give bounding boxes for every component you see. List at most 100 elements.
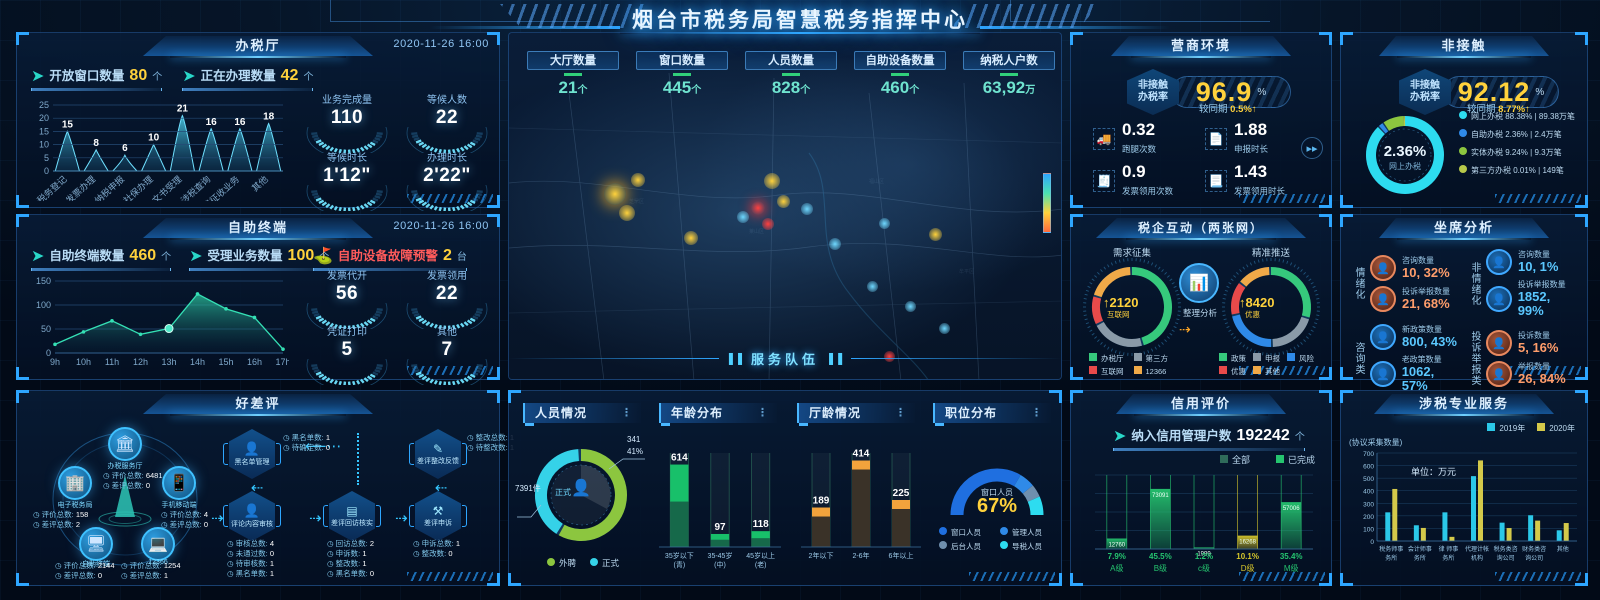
map-stat-halls[interactable]: 大厅数量 21个 bbox=[527, 51, 619, 98]
svg-text:11h: 11h bbox=[105, 357, 119, 367]
flow-node-appeal[interactable]: ⚒ 差评申诉 bbox=[409, 491, 467, 541]
map-marker-hall[interactable] bbox=[764, 173, 780, 189]
card-title-tenure[interactable]: 厅龄情况 ⋮ bbox=[797, 403, 915, 426]
svg-text:18: 18 bbox=[263, 111, 275, 122]
flow-dotted-line bbox=[357, 433, 359, 485]
precise-push-donut bbox=[1222, 258, 1320, 356]
map-marker-terminal[interactable] bbox=[829, 238, 841, 250]
map-marker-terminal[interactable] bbox=[867, 281, 878, 292]
channel-label-ebureau: 电子税务局 bbox=[57, 502, 93, 509]
kpi-value: 80 bbox=[129, 67, 148, 84]
svg-text:莱山区: 莱山区 bbox=[749, 228, 764, 235]
channel-label-mobile: 手机移动端 bbox=[161, 502, 197, 509]
panel-title-contactless: 非接触 bbox=[1379, 36, 1549, 56]
svg-text:700: 700 bbox=[1363, 451, 1374, 458]
svg-text:0: 0 bbox=[44, 166, 49, 176]
card-title-age[interactable]: 年龄分布 ⋮ bbox=[659, 403, 777, 426]
svg-text:100: 100 bbox=[36, 300, 51, 310]
panel-title-review: 好差评 bbox=[143, 394, 373, 414]
map-marker-hall[interactable] bbox=[604, 183, 626, 205]
seat-row: 👤 举报数量 26, 84% bbox=[1486, 361, 1566, 387]
flow-stats-rectify: ◷ 整改总数: 1 ◷ 待整改数: 1 bbox=[467, 433, 514, 452]
panel-contactless: 非接触 非接触 办税率 92.12 % 较同期 8.77%↑ 2.36% 网上办税… bbox=[1340, 32, 1588, 208]
contactless-compare: 较同期 8.77%↑ bbox=[1467, 104, 1530, 115]
channel-stats-12366: ◷ 评价总数: 1254 ◷ 差评总数: 1 bbox=[121, 561, 181, 580]
map-marker-hall[interactable] bbox=[929, 228, 942, 241]
personnel-legend: 外聘 正式 bbox=[547, 557, 619, 569]
map-marker-terminal[interactable] bbox=[879, 218, 890, 229]
svg-text:414: 414 bbox=[853, 449, 870, 460]
map-marker-hall[interactable] bbox=[631, 173, 645, 187]
gavel-icon: ⚒ bbox=[432, 504, 444, 518]
map-stat-taxpayers[interactable]: 纳税人户数 63,92万 bbox=[963, 51, 1055, 98]
flow-node-content-audit[interactable]: 👤 评论内容审核 bbox=[223, 491, 281, 541]
header-wing-left bbox=[330, 0, 590, 22]
svg-text:614: 614 bbox=[671, 453, 688, 464]
biz-rate-unit: % bbox=[1257, 86, 1267, 98]
channel-label-kiosk: 自助终端 bbox=[82, 561, 110, 568]
svg-text:200: 200 bbox=[1363, 514, 1374, 521]
flow-node-verify[interactable]: ▤ 差评回访核实 bbox=[323, 491, 381, 541]
panel-hatch bbox=[407, 194, 493, 203]
panel-tax-professional-service: 涉税专业服务 2019年 2020年 (协议采集数量) 单位：万元 0 100 20… bbox=[1340, 390, 1588, 586]
next-arrows-icon[interactable]: ▸▸ bbox=[1301, 137, 1323, 159]
dial-other: 其他 7 bbox=[393, 323, 501, 391]
plane-icon: ➤ bbox=[189, 248, 203, 265]
channel-stats-ebureau: ◷ 评价总数: 158 ◷ 差评总数: 2 bbox=[33, 510, 89, 529]
map-marker-alert[interactable] bbox=[762, 218, 774, 230]
svg-text:16: 16 bbox=[234, 117, 246, 128]
seat-row: 👤 投诉数量 5, 16% bbox=[1486, 330, 1566, 356]
map-marker-terminal[interactable] bbox=[737, 211, 749, 223]
svg-text:14h: 14h bbox=[190, 357, 205, 367]
svg-text:45岁以上: 45岁以上 bbox=[746, 551, 775, 560]
map-marker-hall[interactable] bbox=[777, 195, 790, 208]
map-marker-alert[interactable] bbox=[751, 201, 765, 215]
svg-text:2-6年: 2-6年 bbox=[852, 551, 869, 560]
contactless-center-label: 网上办税 bbox=[1389, 162, 1421, 171]
svg-text:务所: 务所 bbox=[1442, 554, 1454, 562]
map-stat-staff[interactable]: 人员数量 828个 bbox=[745, 51, 837, 98]
card-title-position[interactable]: 职位分布 ⋮ bbox=[933, 403, 1051, 426]
more-icon: ⋮ bbox=[895, 407, 907, 419]
svg-text:12760: 12760 bbox=[1108, 543, 1125, 549]
map-marker-terminal[interactable] bbox=[939, 323, 950, 334]
map-marker-terminal[interactable] bbox=[801, 203, 813, 215]
seat-row: 👤 新政策数量 800, 43% bbox=[1370, 324, 1463, 350]
plane-icon: ➤ bbox=[182, 68, 196, 85]
card-title-personnel[interactable]: 人员情况 ⋮ bbox=[523, 403, 641, 426]
header-hatch-left bbox=[500, 4, 650, 28]
svg-text:16h: 16h bbox=[247, 357, 262, 367]
flow-node-blacklist[interactable]: 👤 黑名单管理 bbox=[223, 429, 281, 479]
channel-node-12366[interactable]: 💻 bbox=[141, 527, 175, 561]
flow-node-rectify[interactable]: ✎ 差评整改反馈 bbox=[409, 429, 467, 479]
city-map[interactable]: 芝罘区 莱山区 福山区 牟平区 bbox=[509, 33, 1061, 379]
channel-node-kiosk[interactable]: 🖥 bbox=[79, 527, 113, 561]
map-stat-devices[interactable]: 自助设备数量 460个 bbox=[854, 51, 946, 98]
svg-text:税务师事: 税务师事 bbox=[1379, 545, 1403, 553]
panel-map[interactable]: 芝罘区 莱山区 福山区 牟平区 大厅数量 21个 窗口数量 445个 bbox=[508, 32, 1062, 380]
svg-text:600: 600 bbox=[1363, 464, 1374, 471]
svg-text:10.1%: 10.1% bbox=[1236, 552, 1259, 561]
svg-text:D级: D级 bbox=[1241, 563, 1255, 573]
contactless-donut-chart bbox=[1366, 116, 1444, 194]
tsvc-legend: 2019年 2020年 bbox=[1487, 423, 1575, 434]
map-marker-alert[interactable] bbox=[884, 351, 895, 362]
map-marker-hall[interactable] bbox=[684, 231, 698, 245]
map-marker-terminal[interactable] bbox=[905, 301, 916, 312]
channel-node-hall[interactable]: 🏛 bbox=[108, 427, 142, 461]
svg-text:73091: 73091 bbox=[1152, 493, 1169, 499]
map-stat-windows[interactable]: 窗口数量 445个 bbox=[636, 51, 728, 98]
alarm-icon: ⛳ bbox=[313, 248, 333, 265]
panel-title-terminal: 自助终端 bbox=[143, 218, 373, 238]
user-blue-icon: 👤 bbox=[1486, 249, 1512, 275]
biz-rate-block: 非接触 办税率 96.9 % bbox=[1127, 69, 1291, 115]
map-marker-hall[interactable] bbox=[619, 205, 635, 221]
user-red-icon: 👤 bbox=[1486, 330, 1512, 356]
channel-node-ebureau[interactable]: 🏢 bbox=[58, 466, 92, 500]
flow-arrow-2: ⇢ bbox=[309, 510, 322, 527]
analysis-chart-icon[interactable]: 📊 bbox=[1179, 263, 1219, 303]
channel-node-mobile[interactable]: 📱 bbox=[162, 466, 196, 500]
svg-text:35岁以下: 35岁以下 bbox=[665, 551, 694, 560]
kpi-device-fault-alert[interactable]: ⛳ 自助设备故障预警 2 台 bbox=[313, 245, 467, 271]
